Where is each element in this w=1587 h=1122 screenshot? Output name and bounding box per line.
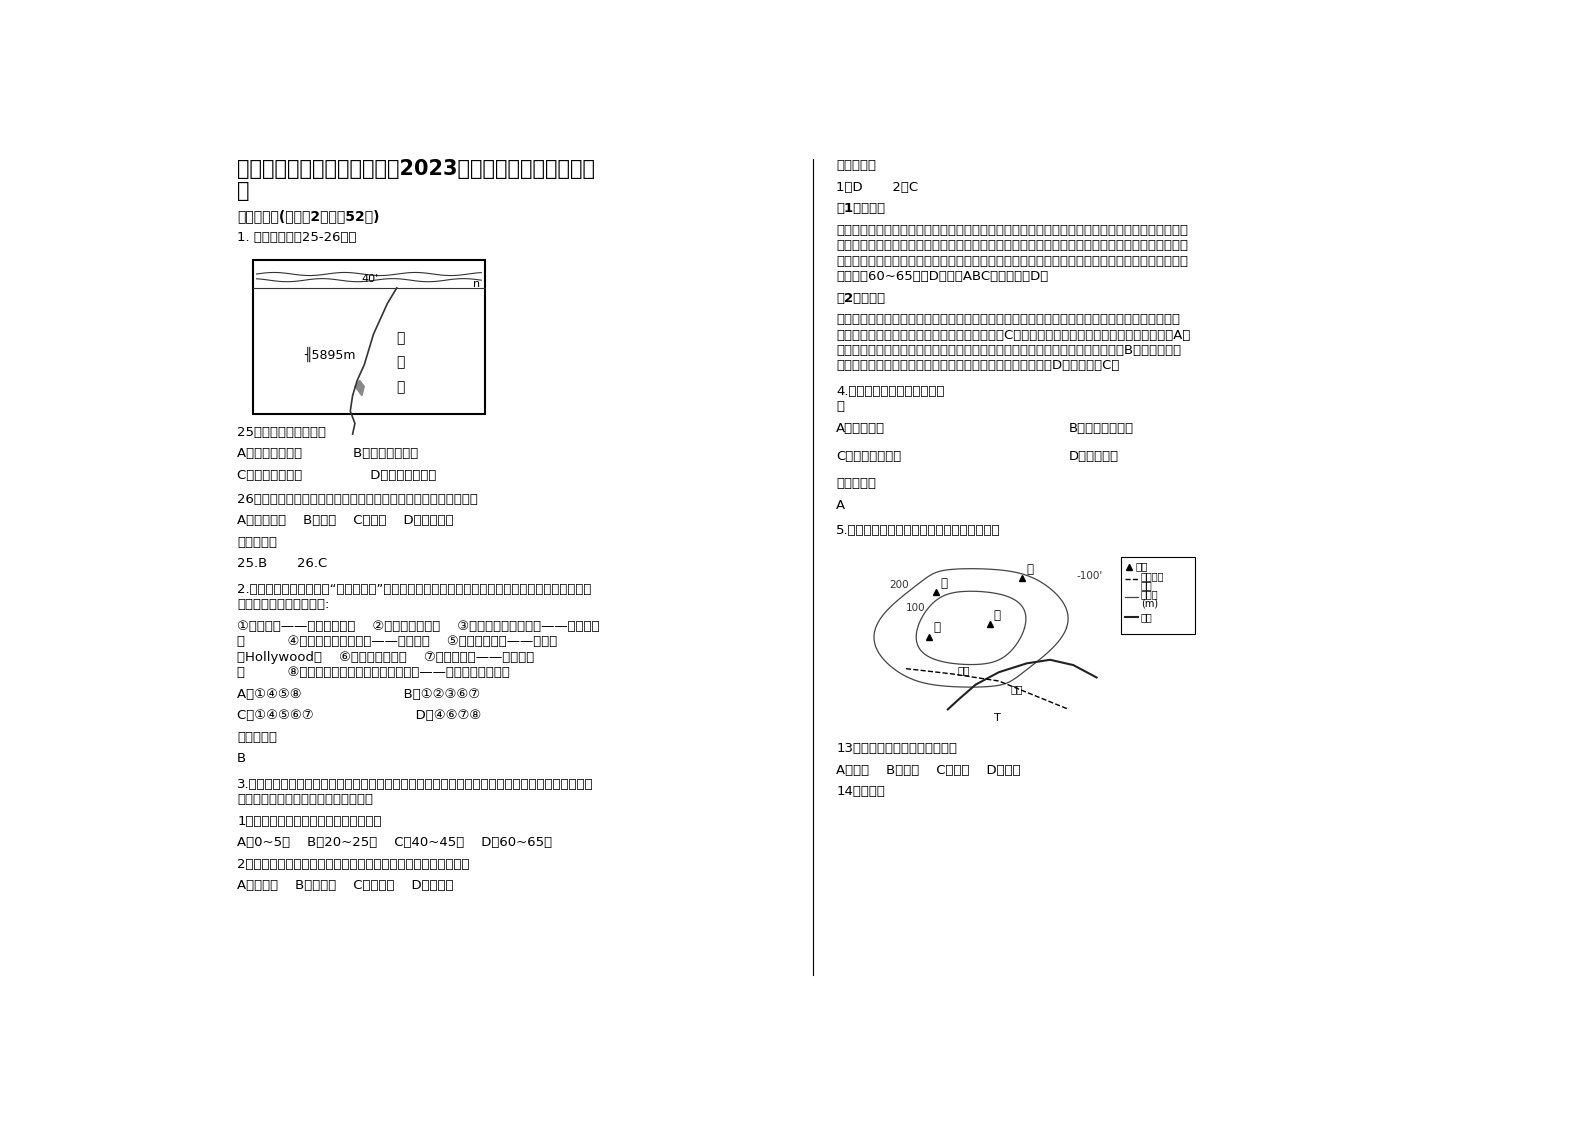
Text: 园          ④世界第一座国家公园——黄石公园    ⑤电影的梦工厂——好莱坞: 园 ④世界第一座国家公园——黄石公园 ⑤电影的梦工厂——好莱坞 <box>236 635 557 649</box>
Bar <box>252 260 486 414</box>
Text: C．①④⑤⑥⑦                        D．④⑥⑦⑧: C．①④⑤⑥⑦ D．④⑥⑦⑧ <box>236 709 481 723</box>
Text: 1．城市收缩中人口流失最少的年龄段是: 1．城市收缩中人口流失最少的年龄段是 <box>236 815 381 828</box>
Text: （Hollywood）    ⑥著名的硅谷等等    ⑦美国的象征——自由女神: （Hollywood） ⑥著名的硅谷等等 ⑦美国的象征——自由女神 <box>236 651 535 663</box>
Text: 25.B       26.C: 25.B 26.C <box>236 558 327 570</box>
Text: 规划中的: 规划中的 <box>1141 571 1165 581</box>
Text: 甲: 甲 <box>933 622 940 634</box>
Text: 〖1题详解〗: 〖1题详解〗 <box>836 202 886 215</box>
Text: A．热带雨林气候            B．热带草原气候: A．热带雨林气候 B．热带草原气候 <box>236 448 419 460</box>
Text: 丁: 丁 <box>1027 563 1033 576</box>
Text: A: A <box>836 499 846 512</box>
Text: 洋: 洋 <box>397 380 405 394</box>
Text: 甲口: 甲口 <box>957 665 970 675</box>
Text: 印: 印 <box>397 331 405 344</box>
Text: 人口减少带来的问题是城市中老年人比重提高，家庭中青年外迁，照顾老年人是面临的主要问题，: 人口减少带来的问题是城市中老年人比重提高，家庭中青年外迁，照顾老年人是面临的主要… <box>836 313 1181 327</box>
Text: ╢5895m: ╢5895m <box>303 347 355 361</box>
Text: 河流: 河流 <box>1141 613 1152 623</box>
Text: 像          ⑧美国资本主义最为重要的象征之一——华尔街的铜牛雕像: 像 ⑧美国资本主义最为重要的象征之一——华尔街的铜牛雕像 <box>236 666 509 679</box>
Text: 参考答案：: 参考答案： <box>236 730 278 744</box>
Text: 乙: 乙 <box>993 609 1000 622</box>
Text: 参考答案：: 参考答案： <box>836 159 876 173</box>
Text: 3.城市收缩是指某一地区的城市人口从相对集中到减少的长期现象。人口流失是判断城市收缩最重要: 3.城市收缩是指某一地区的城市人口从相对集中到减少的长期现象。人口流失是判断城市… <box>236 778 594 791</box>
Text: C．热带沙漠气候                D．热带季风气候: C．热带沙漠气候 D．热带季风气候 <box>236 469 436 481</box>
Text: 26．导致该地区气候类型与同纬度主导气候类型不同的主要因素是: 26．导致该地区气候类型与同纬度主导气候类型不同的主要因素是 <box>236 493 478 506</box>
Text: B: B <box>236 752 246 765</box>
Text: D．文化水平: D．文化水平 <box>1068 450 1119 462</box>
Text: 1. 读右图，回笥25-26题。: 1. 读右图，回笥25-26题。 <box>236 231 357 243</box>
Text: 2.某电影投资商欲拍摄以“重访旧金山”为主题的纪录片，到加利福尼亚沿岐及其附近地区拍摄，电: 2.某电影投资商欲拍摄以“重访旧金山”为主题的纪录片，到加利福尼亚沿岐及其附近地… <box>236 582 592 596</box>
Text: 2．针对人口减少带来的问题，收缩城市应重点扶持的配套设施是: 2．针对人口减少带来的问题，收缩城市应重点扶持的配套设施是 <box>236 857 470 871</box>
Text: 200: 200 <box>889 580 908 590</box>
Text: 参考答案：: 参考答案： <box>836 477 876 490</box>
Text: B．生活消费水平: B．生活消费水平 <box>1068 422 1133 435</box>
Text: 4.制约环境承载力的首要因素: 4.制约环境承载力的首要因素 <box>836 385 944 398</box>
Text: 度: 度 <box>397 356 405 369</box>
Text: 13．四地中目前商业最繁荣的是: 13．四地中目前商业最繁荣的是 <box>836 742 957 755</box>
Bar <box>1122 558 1195 634</box>
Text: 乙口: 乙口 <box>1011 684 1024 695</box>
Text: 等高线: 等高线 <box>1141 589 1159 599</box>
Text: 聚落: 聚落 <box>1135 562 1147 571</box>
Text: 丙: 丙 <box>940 577 947 590</box>
Text: C．科技发展水平: C．科技发展水平 <box>836 450 901 462</box>
Text: 〖2题详解〗: 〖2题详解〗 <box>836 292 886 305</box>
Text: 的指标。结合所学知识回答下列各题。: 的指标。结合所学知识回答下列各题。 <box>236 793 373 806</box>
Text: A．0~5岁    B．20~25岁    C．40~45岁    D．60~65岁: A．0~5岁 B．20~25岁 C．40~45岁 D．60~65岁 <box>236 836 552 849</box>
Text: 是: 是 <box>836 401 844 413</box>
Text: A．甲地    B．乙地    C．丙地    D．丁地: A．甲地 B．乙地 C．丙地 D．丁地 <box>836 764 1020 776</box>
Text: 因此收缩城市应重点扶持的配套设施是养老院，C正确；儿童随父母外迁，中小学可能要减少，A错: 因此收缩城市应重点扶持的配套设施是养老院，C正确；儿童随父母外迁，中小学可能要减… <box>836 329 1190 342</box>
Text: 年龄段是60~65岁，D正确，ABC错误。故选D。: 年龄段是60~65岁，D正确，ABC错误。故选D。 <box>836 270 1049 283</box>
Text: 城市就业机会多、经济发展前景好，吸引人口迎入，人口集中；城市经济发展缓慢、前景不好、就业: 城市就业机会多、经济发展前景好，吸引人口迎入，人口集中；城市经济发展缓慢、前景不… <box>836 224 1189 237</box>
Text: A．中小学    B．大商场    C．养老院    D．房地产: A．中小学 B．大商场 C．养老院 D．房地产 <box>236 880 454 892</box>
Text: 40': 40' <box>362 274 379 284</box>
Text: 析: 析 <box>236 181 249 201</box>
Text: 误；人口减少、老年人消费欲望低于中青年，大商场不是应重点扶持的配套设施，B错误；人口减: 误；人口减少、老年人消费欲望低于中青年，大商场不是应重点扶持的配套设施，B错误；… <box>836 344 1181 357</box>
Text: (m): (m) <box>1141 598 1159 608</box>
Text: 14．该地区: 14．该地区 <box>836 785 886 798</box>
Text: 少、人均住房面积变大，房地产不是应重点扶持的配套设施，D错误。故选C。: 少、人均住房面积变大，房地产不是应重点扶持的配套设施，D错误。故选C。 <box>836 359 1119 373</box>
Text: 5.读某地区聚落分布示意图，完成下列各题。: 5.读某地区聚落分布示意图，完成下列各题。 <box>836 524 1001 537</box>
Text: 国道: 国道 <box>1141 580 1152 590</box>
Text: 影中可选取那些典型景观:: 影中可选取那些典型景观: <box>236 598 330 611</box>
Text: -100': -100' <box>1076 571 1103 581</box>
Text: ①浪漫彩虹——旧金山金门桥    ②世界级的葡萄园    ③令人振奋的主题公园——迪士尼乐: ①浪漫彩虹——旧金山金门桥 ②世界级的葡萄园 ③令人振奋的主题公园——迪士尼乐 <box>236 619 600 633</box>
Text: 100: 100 <box>906 604 925 613</box>
Polygon shape <box>355 380 365 396</box>
Text: 一、选择题(每小题2分，內52分): 一、选择题(每小题2分，內52分) <box>236 210 379 223</box>
Text: A．太阳辐射    B．洋流    C．地形    D．大气环流: A．太阳辐射 B．洋流 C．地形 D．大气环流 <box>236 514 454 527</box>
Text: 1．D       2．C: 1．D 2．C <box>836 181 919 194</box>
Text: 25．图示地区主要属于: 25．图示地区主要属于 <box>236 425 325 439</box>
Text: A．①④⑤⑧                        B．①②③⑥⑦: A．①④⑤⑧ B．①②③⑥⑦ <box>236 688 481 700</box>
Text: 机会减少，会引起劳动力外迁，中青年是劳动力的主力，迁出最多，儿童一般随父母外迁几率高；老: 机会减少，会引起劳动力外迁，中青年是劳动力的主力，迁出最多，儿童一般随父母外迁几… <box>836 239 1189 252</box>
Text: T: T <box>995 712 1001 723</box>
Text: A．资源状况: A．资源状况 <box>836 422 886 435</box>
Text: n: n <box>473 278 481 288</box>
Text: 河南省洛阳市伊川县第一中学2023年高三地理月考试题含解: 河南省洛阳市伊川县第一中学2023年高三地理月考试题含解 <box>236 159 595 180</box>
Text: 年人基本已退休，外出寻找就业机会的几率低，比较留恋故土，外迁数量最少。因此人口流失最少的: 年人基本已退休，外出寻找就业机会的几率低，比较留恋故土，外迁数量最少。因此人口流… <box>836 255 1189 268</box>
Text: 参考答案：: 参考答案： <box>236 536 278 549</box>
